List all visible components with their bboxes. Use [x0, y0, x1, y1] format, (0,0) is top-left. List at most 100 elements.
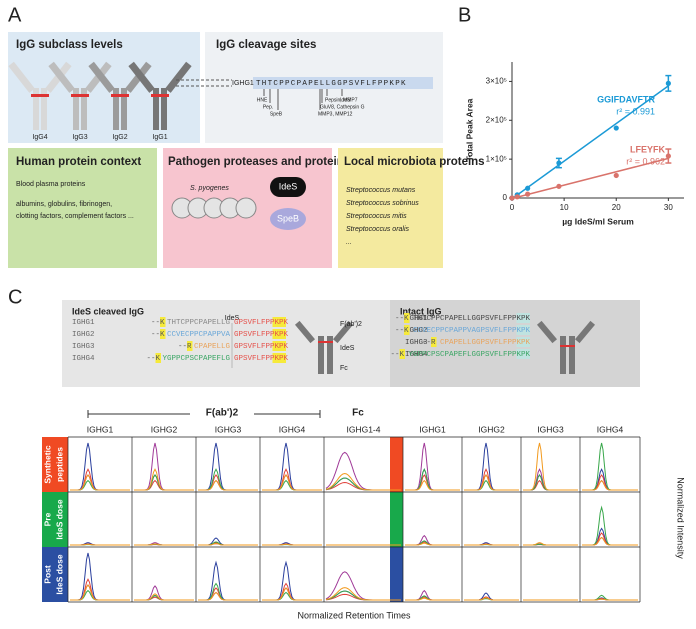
hinge [111, 94, 129, 97]
highlight [516, 337, 530, 347]
series-label: LFEYFK [630, 144, 665, 154]
trace [262, 474, 322, 491]
fragment: Fc [340, 365, 348, 372]
trace [405, 589, 460, 601]
trace [405, 542, 460, 546]
seq-right: GPSVFLFPPKPK [234, 331, 288, 339]
x-tick-label: 20 [612, 203, 621, 212]
trace [405, 595, 460, 601]
trace [582, 474, 638, 491]
trace [134, 594, 194, 601]
site-label: Pepsin, MMP7 [325, 97, 358, 103]
seq-left: YGPPCPSCPAPEFLG [163, 355, 231, 363]
highlight [404, 313, 410, 323]
y-tick-label: 1×10⁵ [486, 154, 507, 163]
trace [134, 474, 194, 491]
highlight [272, 341, 286, 351]
trace [405, 479, 460, 491]
point [665, 80, 671, 86]
text: clotting factors, complement factors ... [16, 213, 134, 220]
trace [523, 442, 578, 491]
row-strip [390, 437, 403, 492]
microbiota-box [338, 148, 443, 268]
trace [134, 468, 194, 491]
axis-label: Normalized Retention Times [297, 610, 411, 620]
gene: IGHG4 [405, 351, 428, 359]
hinge [71, 94, 89, 97]
trace [405, 597, 460, 601]
highlight [272, 317, 286, 327]
panel-label: C [8, 286, 22, 308]
trace [134, 543, 194, 546]
row-label-box [42, 547, 68, 602]
highlight [431, 337, 437, 347]
seq: YGPPCPSCPAPEFLGGPSVFLFPPKPK [409, 351, 531, 359]
trace [198, 479, 258, 491]
protein: SpeB [277, 213, 299, 223]
species: Streptococcus mutans [346, 187, 416, 194]
series-annotation: r² = 0.991 [616, 106, 655, 116]
series-label: GGIFDAVFTR [597, 94, 655, 104]
trace [325, 472, 401, 491]
site-label: HNE [257, 97, 268, 103]
trace [464, 442, 519, 491]
trace [325, 571, 401, 601]
species: Streptococcus oralis [346, 226, 410, 233]
y-tick-label: 2×10⁵ [486, 115, 507, 124]
trace [198, 591, 258, 601]
series-annotation: r² = 0.962 [626, 156, 665, 166]
organism: S. pyogenes [190, 185, 229, 192]
highlight [399, 349, 405, 359]
hinge [151, 94, 169, 97]
trace [582, 468, 638, 491]
trace [70, 474, 130, 491]
panel-label: B [458, 4, 471, 26]
row-label: IdeS dose [54, 554, 64, 594]
trace [70, 589, 130, 601]
site-label: IdeS [340, 97, 351, 103]
trace [582, 536, 638, 546]
trace [523, 474, 578, 491]
trace [405, 595, 460, 601]
trace [464, 597, 519, 601]
trace [464, 592, 519, 601]
highlight [160, 329, 166, 339]
box-title: Local microbiota proteins [344, 156, 485, 168]
trace [262, 560, 322, 601]
x-tick-label: 0 [510, 203, 515, 212]
subclass-label: IgG1 [152, 134, 167, 141]
bacteria [171, 197, 257, 219]
trace [582, 536, 638, 546]
gene: IGHG1 [232, 80, 254, 87]
axis-label: Normalized Intensity [676, 477, 686, 559]
group-label: Fc [352, 408, 364, 419]
trace [70, 578, 130, 601]
site-label: SpeB [270, 111, 283, 117]
column-label: IGHG3 [537, 424, 564, 434]
trace [464, 474, 519, 491]
trace [198, 560, 258, 601]
x-tick-label: 10 [560, 203, 569, 212]
trace [134, 593, 194, 601]
trace [582, 594, 638, 601]
trace [405, 474, 460, 491]
microbiota-list: Streptococcus mutans Streptococcus sobrin… [346, 187, 419, 246]
seq-left: CCVECPPCPAPPVA [167, 331, 230, 339]
highlight [272, 329, 286, 339]
heavy-chain [121, 88, 127, 130]
trace [464, 543, 519, 546]
subclass-label: IgG2 [112, 134, 127, 141]
prefix: --K [391, 351, 405, 359]
arm [88, 61, 115, 93]
trace [70, 468, 130, 491]
chart: 0 1×10⁵ 2×10⁵ 3×10⁵ 0 10 20 30 µg IdeS/ml Serum T… [464, 62, 684, 226]
subclass-label: IgG3 [72, 134, 87, 141]
trace [198, 479, 258, 491]
y-tick-label: 3×10⁵ [486, 77, 507, 86]
trace [582, 442, 638, 491]
trace [523, 479, 578, 491]
heavy-chain [161, 88, 167, 130]
species: Streptococcus mitis [346, 213, 407, 220]
